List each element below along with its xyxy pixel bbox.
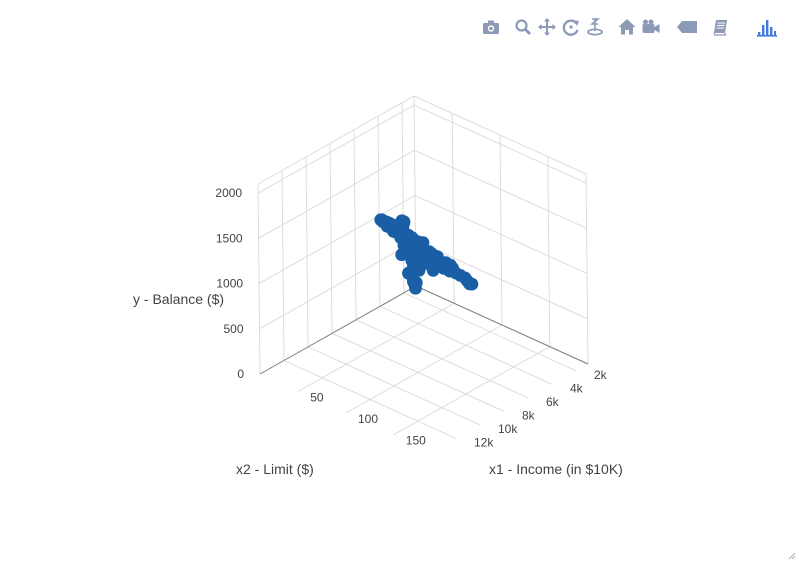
data-points[interactable] bbox=[374, 213, 479, 295]
gridline bbox=[281, 170, 285, 361]
gridline bbox=[258, 149, 415, 239]
hover-closest-button[interactable] bbox=[676, 16, 698, 38]
y-tick-label: 2k bbox=[594, 368, 608, 382]
z-tick-label: 500 bbox=[223, 322, 243, 336]
gridline bbox=[415, 240, 588, 320]
gridline bbox=[259, 240, 416, 330]
z-tick-label: 2000 bbox=[215, 186, 242, 200]
gridline bbox=[547, 156, 551, 347]
box-edge bbox=[257, 183, 261, 375]
download-plot-button[interactable] bbox=[480, 16, 502, 38]
book-icon bbox=[713, 20, 727, 36]
box-edge bbox=[413, 95, 587, 175]
rotate-icon bbox=[562, 19, 579, 36]
data-point[interactable] bbox=[385, 219, 399, 233]
zoom-button[interactable] bbox=[512, 16, 534, 38]
gridline bbox=[414, 149, 587, 229]
tag-icon bbox=[677, 21, 697, 33]
y-tick-label: 6k bbox=[546, 395, 560, 409]
y-axis-title: x2 - Limit ($) bbox=[236, 461, 314, 477]
box-edge bbox=[257, 95, 415, 185]
gridline bbox=[393, 346, 551, 436]
gridline bbox=[307, 346, 481, 426]
save-camera-button[interactable] bbox=[640, 16, 662, 38]
plotly-bars-icon bbox=[757, 20, 777, 37]
y-tick-label: 10k bbox=[498, 422, 518, 436]
x-tick-label: 50 bbox=[310, 390, 324, 404]
y-tick-label: 8k bbox=[522, 408, 536, 422]
hover-compare-button[interactable] bbox=[710, 16, 732, 38]
gridline bbox=[413, 104, 587, 184]
camera-icon bbox=[483, 20, 499, 34]
y-tick-label: 4k bbox=[570, 381, 584, 395]
gridline bbox=[345, 324, 503, 414]
gridline bbox=[377, 116, 381, 307]
data-point[interactable] bbox=[465, 277, 479, 291]
data-point[interactable] bbox=[412, 238, 425, 251]
pan-button[interactable] bbox=[536, 16, 558, 38]
magnifier-icon bbox=[515, 19, 532, 36]
data-point[interactable] bbox=[425, 249, 439, 263]
turntable-icon bbox=[587, 18, 603, 36]
z-tick-label: 1500 bbox=[216, 231, 243, 245]
gridline bbox=[283, 360, 457, 439]
gridline bbox=[379, 305, 553, 385]
gridline bbox=[297, 302, 455, 392]
gridline bbox=[331, 332, 505, 412]
turntable-rotation-button[interactable] bbox=[584, 16, 606, 38]
y-axis-line bbox=[259, 285, 417, 375]
data-point[interactable] bbox=[401, 231, 414, 245]
gridline bbox=[401, 102, 405, 293]
tick-labels: 50 100 150 2k 4k 6k 8k 10k 12k 0 500 1000 1500 2000 bbox=[215, 186, 607, 449]
z-tick-label: 0 bbox=[237, 367, 244, 381]
data-point[interactable] bbox=[446, 261, 459, 275]
z-tick-label: 1000 bbox=[216, 277, 243, 291]
gridline bbox=[305, 156, 309, 347]
z-axis-title: y - Balance ($) bbox=[133, 291, 224, 307]
gridline bbox=[499, 134, 503, 326]
gridline bbox=[403, 292, 577, 372]
x-axis-line bbox=[415, 285, 589, 365]
gridline bbox=[257, 104, 415, 194]
gridline bbox=[258, 195, 416, 284]
gridline bbox=[355, 319, 529, 399]
resize-grip-icon[interactable] bbox=[788, 552, 796, 560]
y-tick-label: 12k bbox=[474, 435, 494, 449]
video-camera-icon bbox=[642, 19, 660, 33]
move-arrows-icon bbox=[538, 18, 556, 36]
scene-axes bbox=[259, 285, 589, 375]
gridline bbox=[329, 143, 333, 334]
plotly-logo-button[interactable] bbox=[755, 16, 777, 38]
x-tick-label: 150 bbox=[406, 434, 426, 448]
reset-camera-button[interactable] bbox=[616, 16, 638, 38]
box-edge bbox=[585, 173, 589, 365]
orbit-rotation-button[interactable] bbox=[560, 16, 582, 38]
home-icon bbox=[618, 19, 636, 35]
x-tick-label: 100 bbox=[358, 412, 378, 426]
x-axis-title: x1 - Income (in $10K) bbox=[489, 461, 623, 477]
gridline bbox=[353, 129, 357, 320]
gridline bbox=[414, 195, 588, 274]
